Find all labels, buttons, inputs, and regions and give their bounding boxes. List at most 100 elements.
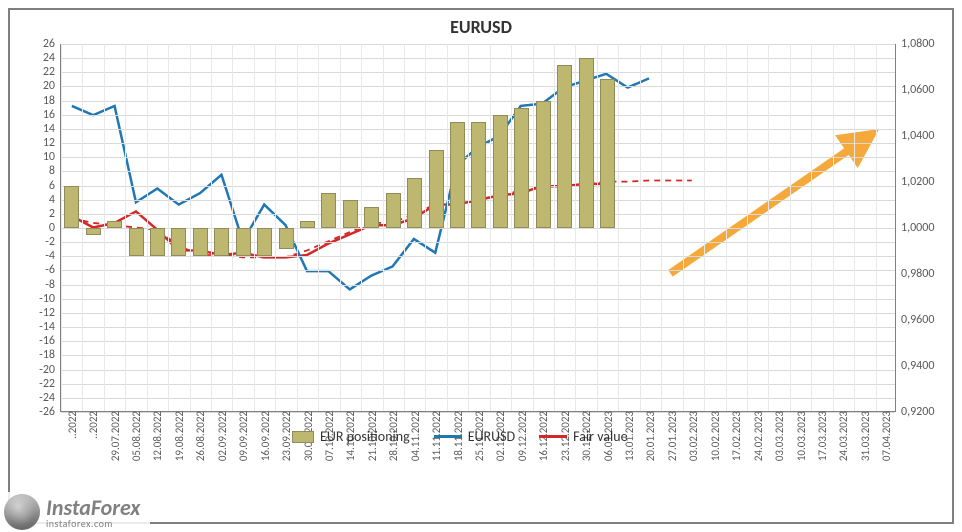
gridline-v	[790, 44, 791, 411]
y-left-tick: -6	[45, 263, 61, 277]
bar	[450, 122, 465, 228]
gridline-v	[61, 44, 62, 411]
gridline-h	[61, 86, 895, 87]
x-tick: 24.02.2023	[752, 411, 765, 461]
gridline-v	[876, 44, 877, 411]
x-tick: 19.08.2022	[173, 411, 186, 461]
gridline-h	[61, 327, 895, 328]
gridline-h	[61, 115, 895, 116]
y-left-tick: -16	[39, 334, 61, 348]
bar	[429, 150, 444, 228]
legend-swatch-line	[434, 435, 462, 438]
gridline-v	[768, 44, 769, 411]
gridline-v	[811, 44, 812, 411]
y-right-tick: 1,0800	[895, 37, 934, 51]
x-tick: 03.03.2023	[773, 411, 786, 461]
x-tick: 27.01.2023	[666, 411, 679, 461]
y-left-tick: 6	[49, 179, 61, 193]
y-left-tick: -24	[39, 391, 61, 405]
gridline-h	[61, 398, 895, 399]
bar	[214, 228, 229, 256]
y-left-tick: -22	[39, 377, 61, 391]
bar	[493, 115, 508, 228]
gridline-v	[383, 44, 384, 411]
trend-arrow	[670, 140, 862, 273]
gridline-v	[232, 44, 233, 411]
gridline-v	[468, 44, 469, 411]
bar	[129, 228, 144, 256]
bar	[86, 228, 101, 235]
x-tick: ..2022	[87, 411, 100, 439]
gridline-v	[511, 44, 512, 411]
y-left-tick: -20	[39, 363, 61, 377]
bar	[64, 186, 79, 228]
gridline-v	[726, 44, 727, 411]
y-left-tick: -18	[39, 348, 61, 362]
gridline-h	[61, 313, 895, 314]
x-tick: 26.08.2022	[194, 411, 207, 461]
gridline-v	[683, 44, 684, 411]
bar	[171, 228, 186, 256]
x-tick: 29.07.2022	[109, 411, 122, 461]
gridline-v	[640, 44, 641, 411]
x-tick: 31.03.2023	[859, 411, 872, 461]
y-left-tick: -4	[45, 249, 61, 263]
bar	[364, 207, 379, 228]
y-left-tick: -12	[39, 306, 61, 320]
y-left-tick: 14	[43, 122, 61, 136]
gridline-v	[125, 44, 126, 411]
gridline-h	[61, 270, 895, 271]
x-tick: 20.01.2023	[644, 411, 657, 461]
gridline-v	[318, 44, 319, 411]
y-right-tick: 0,9400	[895, 359, 934, 373]
gridline-h	[61, 101, 895, 102]
x-tick: ..2022	[66, 411, 79, 439]
gridline-v	[82, 44, 83, 411]
gridline-v	[275, 44, 276, 411]
gridline-v	[190, 44, 191, 411]
y-left-tick: 18	[43, 94, 61, 108]
gridline-v	[147, 44, 148, 411]
legend-item: EURUSD	[434, 428, 515, 445]
gridline-v	[340, 44, 341, 411]
y-right-tick: 0,9600	[895, 313, 934, 327]
chart-title: EURUSD	[10, 10, 952, 38]
bar	[300, 221, 315, 228]
y-left-tick: -8	[45, 278, 61, 292]
chart-plot-area: -26-24-22-20-18-16-14-12-10-8-6-4-202468…	[60, 44, 896, 412]
gridline-v	[618, 44, 619, 411]
bar	[407, 178, 422, 228]
y-left-tick: 26	[43, 37, 61, 51]
gridline-h	[61, 58, 895, 59]
gridline-v	[575, 44, 576, 411]
bar	[107, 221, 122, 228]
x-tick: 24.03.2023	[837, 411, 850, 461]
globe-icon	[4, 494, 40, 530]
y-left-tick: 0	[49, 221, 61, 235]
y-right-tick: 1,0000	[895, 221, 934, 235]
bar	[600, 79, 615, 228]
y-left-tick: 20	[43, 79, 61, 93]
legend-label: EUR positioning	[320, 428, 410, 445]
legend-item: EUR positioning	[292, 428, 410, 445]
gridline-h	[61, 285, 895, 286]
gridline-h	[61, 370, 895, 371]
y-left-tick: 24	[43, 51, 61, 65]
x-tick: 17.03.2023	[816, 411, 829, 461]
y-left-tick: 4	[49, 193, 61, 207]
y-right-tick: 0,9200	[895, 405, 934, 419]
legend-swatch-bar	[292, 431, 314, 443]
legend-item: Fair value	[539, 428, 627, 445]
y-right-tick: 1,0400	[895, 129, 934, 143]
x-tick: 10.02.2023	[709, 411, 722, 461]
x-tick: 16.09.2022	[259, 411, 272, 461]
gridline-v	[533, 44, 534, 411]
bar	[471, 122, 486, 228]
gridline-v	[168, 44, 169, 411]
gridline-h	[61, 355, 895, 356]
y-right-tick: 1,0600	[895, 83, 934, 97]
gridline-v	[361, 44, 362, 411]
x-tick: 02.09.2022	[216, 411, 229, 461]
y-left-tick: -26	[39, 405, 61, 419]
bar	[386, 193, 401, 228]
